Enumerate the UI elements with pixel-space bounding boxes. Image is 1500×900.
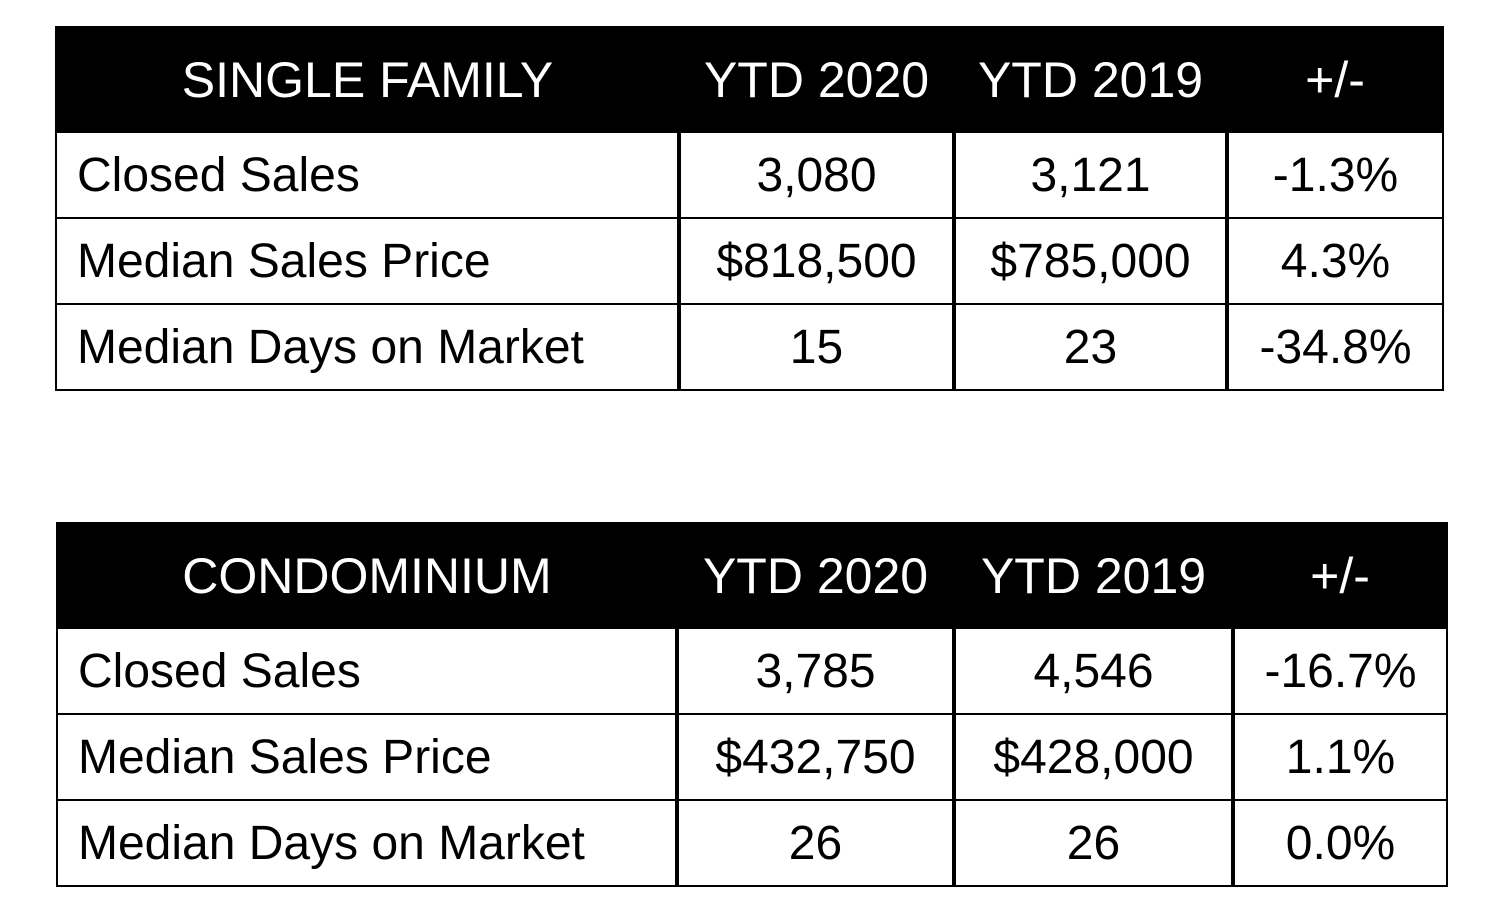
column-header-change: +/- — [1226, 26, 1444, 133]
ytd-2020-value: 26 — [675, 799, 955, 887]
column-header-ytd-2019: YTD 2019 — [953, 26, 1228, 133]
table-row: Closed Sales 3,080 3,121 -1.3% — [55, 131, 1444, 219]
change-value: -34.8% — [1225, 303, 1444, 391]
ytd-2019-value: 3,121 — [952, 131, 1228, 219]
change-value: -16.7% — [1231, 627, 1448, 715]
change-value: 4.3% — [1225, 217, 1444, 305]
ytd-2020-value: 15 — [677, 303, 955, 391]
table-row: Median Sales Price $432,750 $428,000 1.1… — [56, 713, 1448, 801]
table-title: SINGLE FAMILY — [55, 26, 680, 133]
column-header-change: +/- — [1232, 522, 1448, 629]
metric-label: Closed Sales — [55, 131, 680, 219]
metric-label: Median Sales Price — [55, 217, 680, 305]
ytd-2019-value: 26 — [952, 799, 1234, 887]
ytd-2019-value: 4,546 — [952, 627, 1234, 715]
change-value: 1.1% — [1231, 713, 1448, 801]
table-row: Median Days on Market 26 26 0.0% — [56, 799, 1448, 887]
table-row: Closed Sales 3,785 4,546 -16.7% — [56, 627, 1448, 715]
column-header-ytd-2020: YTD 2020 — [676, 522, 955, 629]
ytd-2019-value: $428,000 — [952, 713, 1234, 801]
ytd-2020-value: 3,080 — [677, 131, 955, 219]
ytd-2019-value: 23 — [952, 303, 1228, 391]
single-family-table: SINGLE FAMILY YTD 2020 YTD 2019 +/- Clos… — [55, 26, 1444, 391]
ytd-2020-value: 3,785 — [675, 627, 955, 715]
table-title: CONDOMINIUM — [56, 522, 678, 629]
table-header-row: CONDOMINIUM YTD 2020 YTD 2019 +/- — [56, 522, 1448, 629]
change-value: 0.0% — [1231, 799, 1448, 887]
ytd-2020-value: $432,750 — [675, 713, 955, 801]
condominium-table: CONDOMINIUM YTD 2020 YTD 2019 +/- Closed… — [56, 522, 1448, 887]
ytd-2019-value: $785,000 — [952, 217, 1228, 305]
table-row: Median Days on Market 15 23 -34.8% — [55, 303, 1444, 391]
column-header-ytd-2020: YTD 2020 — [678, 26, 955, 133]
ytd-2020-value: $818,500 — [677, 217, 955, 305]
table-header-row: SINGLE FAMILY YTD 2020 YTD 2019 +/- — [55, 26, 1444, 133]
metric-label: Median Days on Market — [55, 303, 680, 391]
column-header-ytd-2019: YTD 2019 — [953, 522, 1234, 629]
metric-label: Median Days on Market — [56, 799, 678, 887]
metric-label: Median Sales Price — [56, 713, 678, 801]
metric-label: Closed Sales — [56, 627, 678, 715]
table-row: Median Sales Price $818,500 $785,000 4.3… — [55, 217, 1444, 305]
change-value: -1.3% — [1225, 131, 1444, 219]
